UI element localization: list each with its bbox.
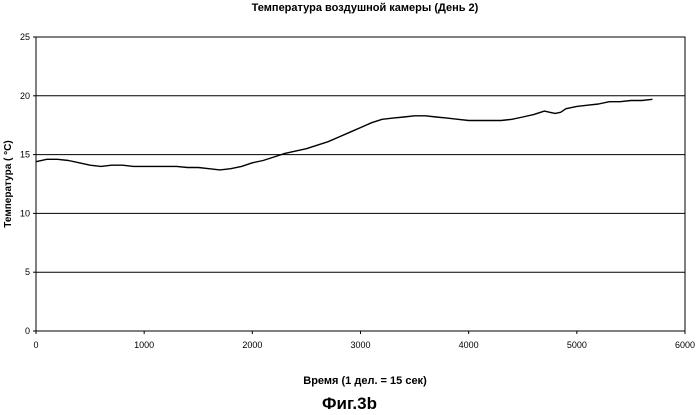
tick-labels: 0 5 10 15 20 25 0 1000 2000 3000 4000 5000 6000	[20, 32, 695, 350]
y-axis-label: Температура ( °С)	[3, 140, 14, 227]
series-layer	[36, 99, 653, 170]
y-tick-label: 20	[20, 91, 30, 101]
y-tick-label: 25	[20, 32, 30, 42]
y-tick-label: 10	[20, 208, 30, 218]
x-tick-label: 6000	[675, 340, 695, 350]
x-tick-label: 1000	[134, 340, 154, 350]
x-axis-label: Время (1 дел. = 15 сек)	[303, 375, 427, 387]
chart-title: Температура воздушной камеры (День 2)	[252, 2, 479, 14]
y-tick-label: 0	[25, 326, 30, 336]
x-tick-label: 3000	[350, 340, 370, 350]
figure-caption: Фиг.3b	[0, 394, 699, 414]
x-tick-label: 5000	[567, 340, 587, 350]
gridlines	[36, 96, 685, 272]
x-tick-label: 4000	[459, 340, 479, 350]
series-line	[36, 99, 653, 170]
plot-area	[36, 37, 685, 331]
x-tick-label: 0	[33, 340, 38, 350]
y-tick-label: 15	[20, 150, 30, 160]
y-tick-label: 5	[25, 267, 30, 277]
x-tick-label: 2000	[242, 340, 262, 350]
